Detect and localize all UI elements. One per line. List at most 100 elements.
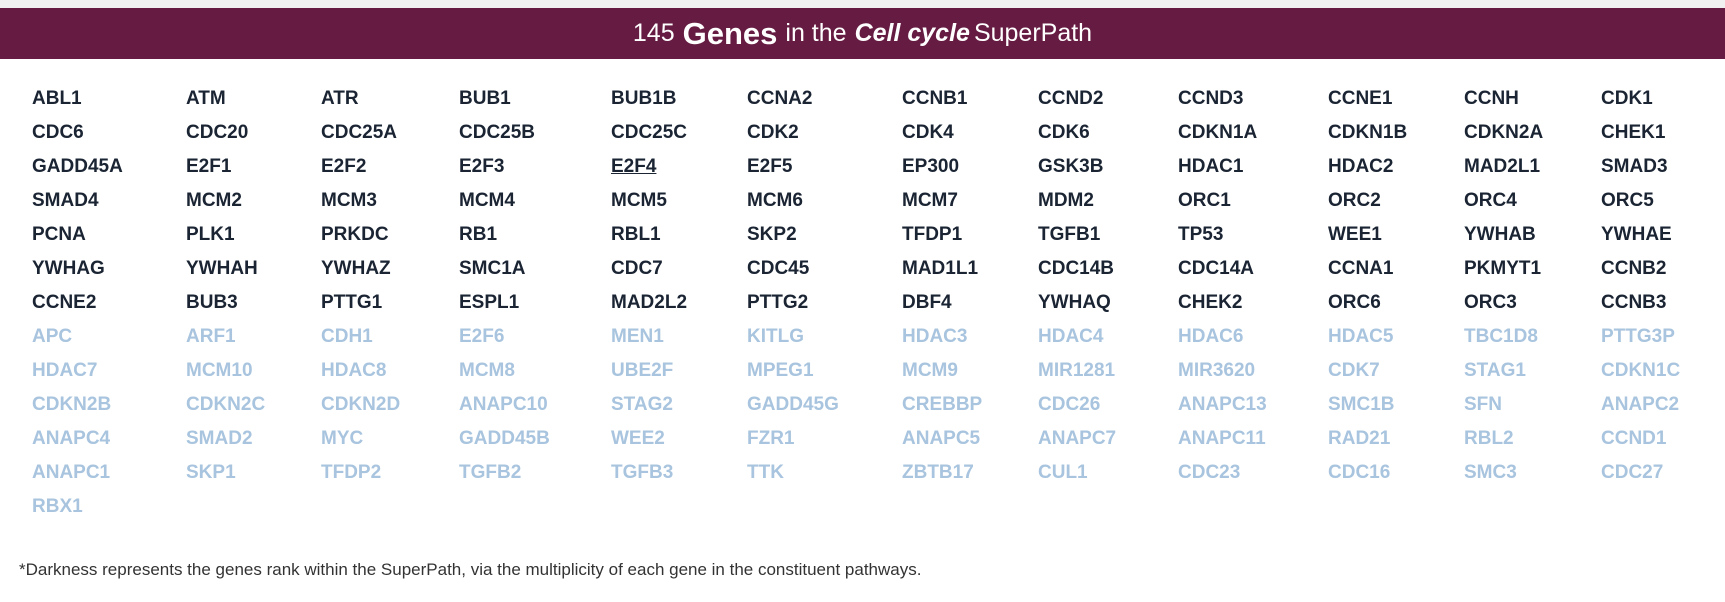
gene-link[interactable]: ABL1	[32, 88, 82, 109]
gene-link[interactable]: MCM2	[186, 190, 242, 211]
gene-link[interactable]: E2F1	[186, 156, 232, 177]
gene-link[interactable]: ORC4	[1464, 190, 1517, 211]
gene-link[interactable]: ORC6	[1328, 292, 1381, 313]
gene-link[interactable]: SMC1A	[459, 258, 526, 279]
gene-link[interactable]: ANAPC7	[1038, 428, 1117, 449]
gene-link[interactable]: SMAD2	[186, 428, 253, 449]
gene-link[interactable]: TGFB1	[1038, 224, 1101, 245]
gene-link[interactable]: TFDP1	[902, 224, 963, 245]
gene-link[interactable]: CCND2	[1038, 88, 1104, 109]
gene-link[interactable]: MCM9	[902, 360, 958, 381]
gene-link[interactable]: CDC14A	[1178, 258, 1255, 279]
gene-link[interactable]: BUB1B	[611, 88, 677, 109]
gene-link[interactable]: HDAC5	[1328, 326, 1394, 347]
gene-link[interactable]: PLK1	[186, 224, 235, 245]
gene-link[interactable]: ATM	[186, 88, 226, 109]
gene-link[interactable]: CDK4	[902, 122, 954, 143]
gene-link[interactable]: CUL1	[1038, 462, 1088, 483]
gene-link[interactable]: SMC3	[1464, 462, 1517, 483]
gene-link[interactable]: SFN	[1464, 394, 1502, 415]
gene-link[interactable]: TGFB2	[459, 462, 522, 483]
gene-link[interactable]: CDKN2D	[321, 394, 401, 415]
gene-link[interactable]: YWHAG	[32, 258, 105, 279]
gene-link[interactable]: ANAPC13	[1178, 394, 1267, 415]
gene-link[interactable]: CDK7	[1328, 360, 1380, 381]
gene-link[interactable]: CCNB2	[1601, 258, 1667, 279]
gene-link[interactable]: MPEG1	[747, 360, 814, 381]
gene-link[interactable]: GADD45A	[32, 156, 123, 177]
gene-link[interactable]: CDC7	[611, 258, 663, 279]
gene-link[interactable]: ORC2	[1328, 190, 1381, 211]
gene-link[interactable]: WEE1	[1328, 224, 1382, 245]
gene-link[interactable]: ESPL1	[459, 292, 520, 313]
gene-link[interactable]: PTTG2	[747, 292, 809, 313]
gene-link[interactable]: PRKDC	[321, 224, 389, 245]
gene-link[interactable]: PKMYT1	[1464, 258, 1542, 279]
gene-link[interactable]: ANAPC2	[1601, 394, 1680, 415]
gene-link[interactable]: MAD1L1	[902, 258, 979, 279]
gene-link[interactable]: RB1	[459, 224, 498, 245]
gene-link[interactable]: ORC1	[1178, 190, 1231, 211]
gene-link[interactable]: CCNE2	[32, 292, 97, 313]
gene-link[interactable]: CHEK2	[1178, 292, 1243, 313]
gene-link[interactable]: CDKN2B	[32, 394, 112, 415]
gene-link[interactable]: FZR1	[747, 428, 795, 449]
gene-link[interactable]: TFDP2	[321, 462, 382, 483]
gene-link[interactable]: BUB1	[459, 88, 511, 109]
gene-link[interactable]: EP300	[902, 156, 960, 177]
gene-link[interactable]: CREBBP	[902, 394, 983, 415]
gene-link[interactable]: MCM4	[459, 190, 515, 211]
gene-link[interactable]: MIR3620	[1178, 360, 1256, 381]
gene-link[interactable]: HDAC2	[1328, 156, 1394, 177]
gene-link[interactable]: RBX1	[32, 496, 83, 517]
gene-link[interactable]: MDM2	[1038, 190, 1094, 211]
gene-link[interactable]: MCM7	[902, 190, 958, 211]
gene-link[interactable]: CDC16	[1328, 462, 1391, 483]
gene-link[interactable]: STAG2	[611, 394, 673, 415]
gene-link[interactable]: APC	[32, 326, 73, 347]
gene-link[interactable]: CCNB1	[902, 88, 968, 109]
gene-link[interactable]: CCNH	[1464, 88, 1519, 109]
gene-link[interactable]: CDKN1B	[1328, 122, 1408, 143]
gene-link[interactable]: CDK2	[747, 122, 799, 143]
gene-link[interactable]: PCNA	[32, 224, 86, 245]
gene-link[interactable]: YWHAB	[1464, 224, 1536, 245]
gene-link[interactable]: HDAC7	[32, 360, 98, 381]
gene-link[interactable]: MAD2L2	[611, 292, 688, 313]
gene-link[interactable]: MCM6	[747, 190, 803, 211]
gene-link[interactable]: CDC20	[186, 122, 249, 143]
gene-link[interactable]: HDAC6	[1178, 326, 1244, 347]
gene-link[interactable]: CCNE1	[1328, 88, 1393, 109]
gene-link[interactable]: ORC5	[1601, 190, 1654, 211]
gene-link[interactable]: KITLG	[747, 326, 804, 347]
gene-link[interactable]: ZBTB17	[902, 462, 974, 483]
gene-link[interactable]: WEE2	[611, 428, 665, 449]
gene-link[interactable]: CCNB3	[1601, 292, 1667, 313]
gene-link[interactable]: PTTG1	[321, 292, 383, 313]
gene-link[interactable]: MAD2L1	[1464, 156, 1541, 177]
gene-link[interactable]: HDAC8	[321, 360, 387, 381]
gene-link[interactable]: GADD45G	[747, 394, 839, 415]
gene-link[interactable]: YWHAQ	[1038, 292, 1111, 313]
gene-link[interactable]: SMAD4	[32, 190, 99, 211]
gene-link[interactable]: DBF4	[902, 292, 952, 313]
gene-link[interactable]: CDKN2C	[186, 394, 266, 415]
gene-link[interactable]: ORC3	[1464, 292, 1517, 313]
gene-link[interactable]: CDK1	[1601, 88, 1653, 109]
gene-link[interactable]: ANAPC4	[32, 428, 111, 449]
gene-link[interactable]: CDC6	[32, 122, 84, 143]
gene-link[interactable]: GADD45B	[459, 428, 550, 449]
gene-link[interactable]: RAD21	[1328, 428, 1391, 449]
gene-link[interactable]: YWHAH	[186, 258, 258, 279]
gene-link[interactable]: STAG1	[1464, 360, 1526, 381]
gene-link[interactable]: CDKN1A	[1178, 122, 1258, 143]
gene-link[interactable]: E2F5	[747, 156, 793, 177]
gene-link[interactable]: HDAC3	[902, 326, 968, 347]
gene-link[interactable]: CDC14B	[1038, 258, 1115, 279]
gene-link[interactable]: MCM5	[611, 190, 667, 211]
gene-link[interactable]: GSK3B	[1038, 156, 1104, 177]
gene-link[interactable]: CCNA1	[1328, 258, 1394, 279]
gene-link[interactable]: CDK6	[1038, 122, 1090, 143]
gene-link[interactable]: CDC25B	[459, 122, 536, 143]
gene-link[interactable]: CDKN1C	[1601, 360, 1681, 381]
